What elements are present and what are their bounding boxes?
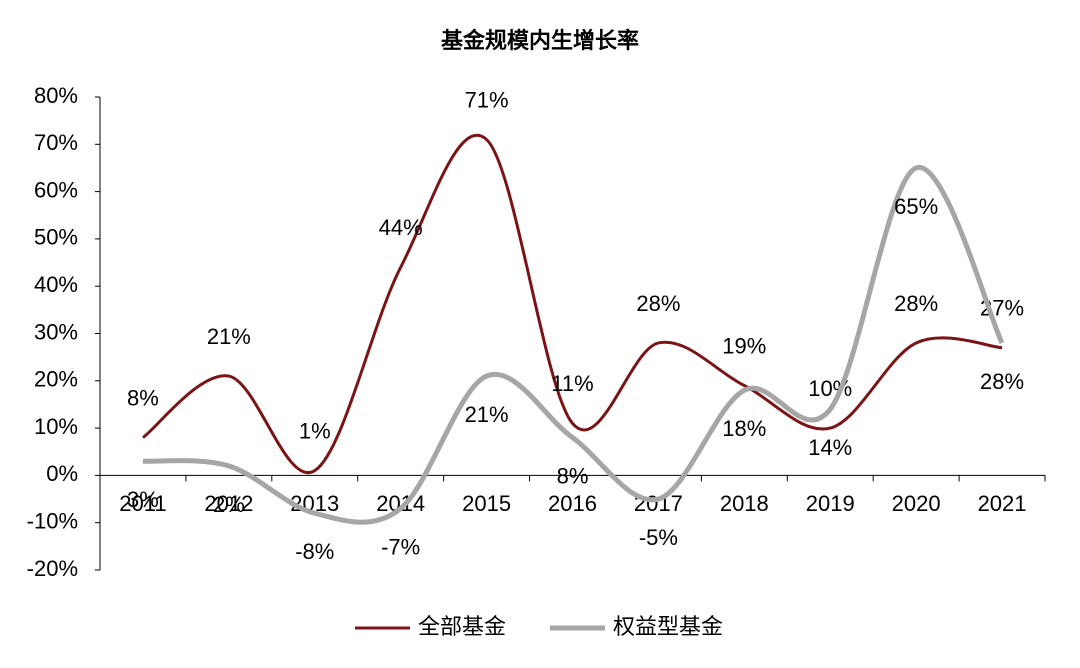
- y-tick-label: 50%: [34, 225, 78, 250]
- legend-label: 权益型基金: [613, 614, 723, 639]
- x-tick-label: 2020: [892, 491, 941, 516]
- data-label: 44%: [379, 215, 423, 240]
- legend-label: 全部基金: [418, 614, 506, 639]
- y-tick-label: 70%: [34, 130, 78, 155]
- data-label: 65%: [894, 194, 938, 219]
- chart-title: 基金规模内生增长率: [441, 28, 639, 53]
- x-tick-label: 2011: [119, 491, 166, 516]
- data-label: -5%: [639, 525, 678, 550]
- data-label: 2%: [213, 492, 245, 517]
- data-label: 21%: [465, 402, 509, 427]
- x-tick-label: 2014: [376, 491, 425, 516]
- data-label: 19%: [722, 333, 766, 358]
- data-label: 11%: [551, 371, 593, 396]
- y-tick-label: 0%: [46, 461, 78, 486]
- x-tick-label: 2015: [462, 491, 511, 516]
- x-tick-label: 2019: [806, 491, 855, 516]
- x-tick-label: 2016: [548, 491, 597, 516]
- data-label: 3%: [127, 487, 159, 512]
- y-tick-label: -10%: [27, 509, 78, 534]
- data-label: 1%: [299, 418, 331, 443]
- data-label: 8%: [557, 463, 589, 488]
- data-label: 18%: [722, 416, 766, 441]
- data-label: 71%: [465, 87, 509, 112]
- y-tick-label: 80%: [34, 83, 78, 108]
- data-label: -7%: [381, 534, 420, 559]
- data-label: 14%: [808, 435, 852, 460]
- y-tick-label: -20%: [27, 556, 78, 581]
- data-label: -8%: [295, 539, 334, 564]
- x-tick-label: 2021: [978, 491, 1027, 516]
- x-tick-label: 2018: [720, 491, 769, 516]
- y-tick-label: 20%: [34, 367, 78, 392]
- data-label: 28%: [980, 369, 1024, 394]
- line: [142, 165, 1005, 525]
- data-label: 28%: [894, 291, 938, 316]
- y-tick-label: 40%: [34, 272, 78, 297]
- y-tick-label: 30%: [34, 319, 78, 344]
- y-tick-label: 60%: [34, 177, 78, 202]
- data-label: 8%: [127, 385, 159, 410]
- y-tick-label: 10%: [34, 414, 78, 439]
- line: [142, 133, 1003, 475]
- x-tick-label: 2012: [204, 491, 253, 516]
- data-label: 28%: [636, 291, 680, 316]
- data-label: 21%: [207, 324, 251, 349]
